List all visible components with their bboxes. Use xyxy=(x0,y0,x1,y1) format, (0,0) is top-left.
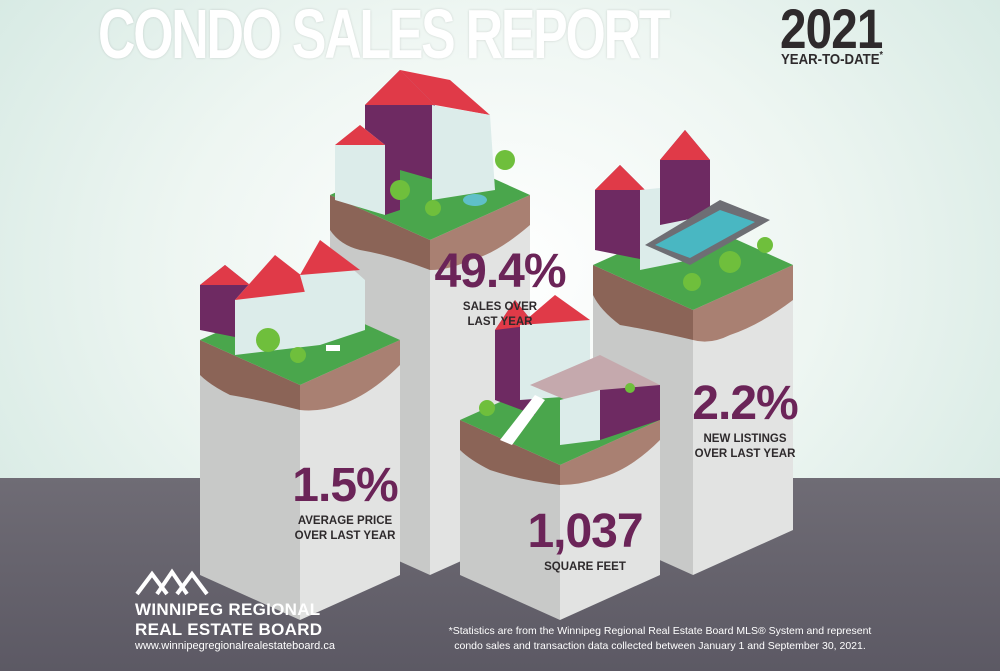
footnote-line: condo sales and transaction data collect… xyxy=(454,640,866,652)
stat-label: OVER LAST YEAR xyxy=(294,530,396,542)
stat-label: OVER LAST YEAR xyxy=(694,448,796,460)
pillar-square-feet xyxy=(460,295,660,620)
logo-line: REAL ESTATE BOARD xyxy=(135,620,323,639)
stat-new-listings: 2.2% NEW LISTINGS OVER LAST YEAR xyxy=(680,380,810,462)
stat-label: AVERAGE PRICE xyxy=(297,515,393,527)
stat-value: 1,037 xyxy=(527,505,643,558)
stat-label: LAST YEAR xyxy=(467,316,533,328)
wrreb-logo-icon xyxy=(135,568,209,596)
stat-value: 2.2% xyxy=(692,377,798,430)
stat-avg-price: 1.5% AVERAGE PRICE OVER LAST YEAR xyxy=(275,462,415,544)
stat-value: 1.5% xyxy=(292,459,398,512)
pillar-avg-price xyxy=(200,240,400,620)
report-year: 2021 xyxy=(780,0,883,60)
stat-square-feet: 1,037 SQUARE FEET xyxy=(520,508,650,575)
stat-label: NEW LISTINGS xyxy=(703,433,787,445)
footnote-line: *Statistics are from the Winnipeg Region… xyxy=(448,625,872,637)
pillar-sales xyxy=(330,70,530,575)
stat-sales: 49.4% SALES OVER LAST YEAR xyxy=(420,248,580,330)
page-title: CONDO SALES REPORT xyxy=(98,0,670,73)
footnote: *Statistics are from the Winnipeg Region… xyxy=(425,624,895,654)
stat-value: 49.4% xyxy=(434,245,566,298)
website-link[interactable]: www.winnipegregionalrealestateboard.ca xyxy=(135,640,335,652)
stat-label: SALES OVER xyxy=(462,301,538,313)
report-subtitle: YEAR-TO-DATE* xyxy=(781,50,883,68)
logo-wordmark: WINNIPEG REGIONAL REAL ESTATE BOARD xyxy=(135,600,322,640)
logo-line: WINNIPEG REGIONAL xyxy=(135,600,321,619)
stat-label: SQUARE FEET xyxy=(544,561,626,573)
